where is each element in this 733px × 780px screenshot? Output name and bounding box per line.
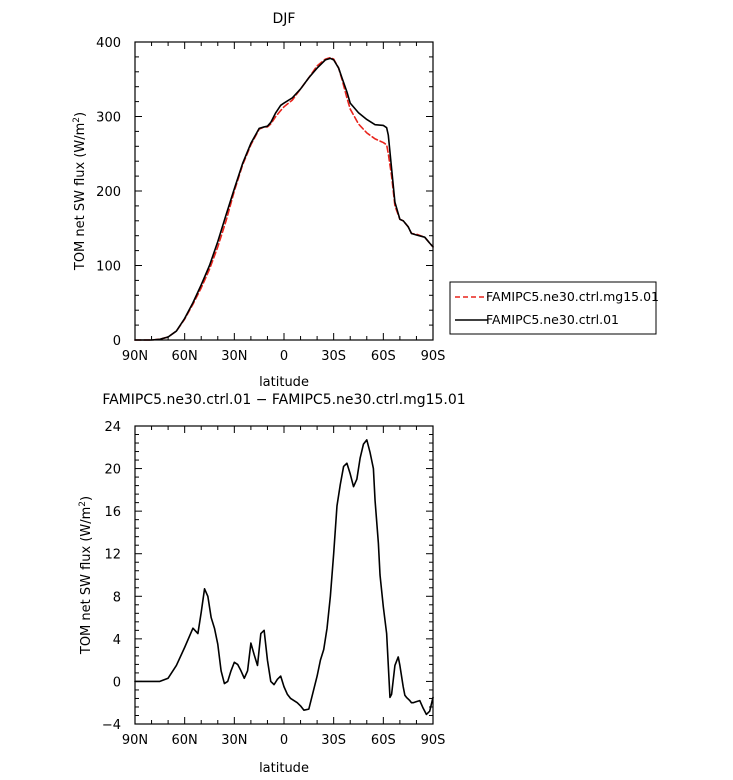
bottom-x-tick-label: 30S [321, 733, 346, 748]
bottom-y-tick-label: 16 [104, 505, 121, 520]
bottom-y-tick-label: 24 [104, 420, 121, 435]
top-x-tick-label: 90S [421, 349, 446, 364]
top-y-tick-label: 400 [96, 36, 121, 51]
bottom-y-label-main: TOM net SW flux (W/m [79, 507, 94, 655]
bottom-y-label-sup: 2 [78, 501, 88, 507]
bottom-x-tick-label: 0 [280, 733, 288, 748]
top-series-group [134, 56, 434, 341]
top-plot-frame [134, 41, 434, 341]
top-y-tick-label: 100 [96, 260, 121, 275]
bottom-axes: 90N 60N 30N 0 30S 60S 90S −4 0 4 8 12 16 20 24 [102, 420, 446, 748]
top-x-tick-label: 60N [172, 349, 198, 364]
top-y-label-main: TOM net SW flux (W/m [73, 123, 88, 271]
top-axes: 90N 60N 30N 0 30S 60S 90S 0 100 200 300 400 [96, 36, 445, 364]
bottom-y-tick-label: 12 [104, 548, 121, 563]
bottom-x-tick-label: 60N [172, 733, 198, 748]
bottom-y-tick-label: 20 [104, 463, 121, 478]
legend-box [449, 281, 657, 335]
bottom-x-axis-label: latitude [259, 761, 309, 776]
bottom-series-group [134, 439, 434, 716]
bottom-y-label-close: ) [79, 496, 94, 501]
top-x-tick-label: 30S [321, 349, 346, 364]
bottom-x-tick-label: 90S [421, 733, 446, 748]
top-x-axis-label: latitude [259, 375, 309, 390]
top-series-line-1 [134, 57, 434, 341]
legend-label-ctrl: FAMIPC5.ne30.ctrl.01 [486, 312, 619, 327]
top-x-tick-label: 60S [371, 349, 396, 364]
top-y-axis-label: TOM net SW flux (W/m2) [72, 112, 88, 271]
bottom-series-line-0 [134, 439, 434, 716]
top-x-tick-label: 0 [280, 349, 288, 364]
top-series-line-0 [134, 56, 434, 341]
bottom-y-tick-label: 4 [113, 633, 121, 648]
bottom-y-tick-label: 0 [113, 675, 121, 690]
top-panel: DJF 90N 60N 30N 0 30S 60S 90S 0 100 200 300 400 lat… [72, 11, 659, 390]
bottom-y-tick-label: 8 [113, 590, 121, 605]
top-chart-title: DJF [273, 11, 296, 27]
legend: FAMIPC5.ne30.ctrl.mg15.01 FAMIPC5.ne30.c… [449, 281, 659, 335]
bottom-x-tick-label: 30N [221, 733, 247, 748]
top-y-tick-label: 0 [113, 334, 121, 349]
top-y-label-sup: 2 [72, 117, 82, 123]
top-x-tick-label: 30N [221, 349, 247, 364]
legend-label-mg15: FAMIPC5.ne30.ctrl.mg15.01 [486, 289, 659, 304]
top-x-tick-label: 90N [122, 349, 148, 364]
top-y-tick-label: 300 [96, 111, 121, 126]
bottom-plot-frame [134, 425, 434, 725]
bottom-chart-title: FAMIPC5.ne30.ctrl.01 − FAMIPC5.ne30.ctrl… [102, 392, 465, 408]
bottom-panel: FAMIPC5.ne30.ctrl.01 − FAMIPC5.ne30.ctrl… [78, 392, 466, 776]
bottom-x-tick-label: 90N [122, 733, 148, 748]
bottom-x-tick-label: 60S [371, 733, 396, 748]
top-y-label-close: ) [73, 112, 88, 117]
top-y-tick-label: 200 [96, 185, 121, 200]
bottom-y-axis-label: TOM net SW flux (W/m2) [78, 496, 94, 655]
bottom-y-tick-label: −4 [102, 718, 121, 733]
